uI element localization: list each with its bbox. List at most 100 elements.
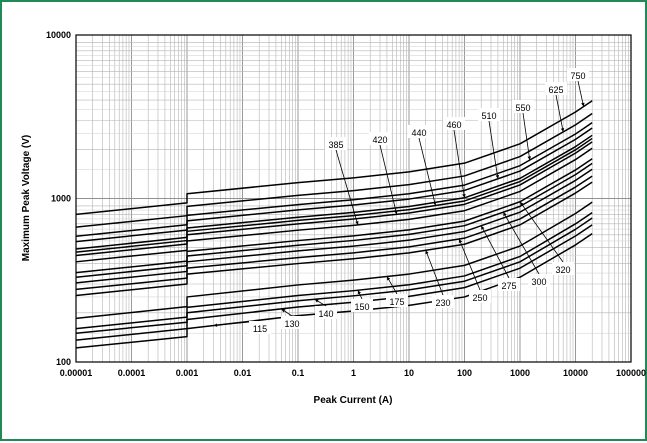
label-box-385	[325, 137, 347, 150]
arrow-head-115	[213, 323, 218, 327]
label-box-460	[443, 117, 465, 130]
x-tick-label: 100	[457, 368, 472, 378]
label-box-440	[408, 125, 430, 138]
leader-line-420	[379, 144, 398, 215]
series-label-385: 385	[328, 140, 343, 150]
arrow-head-150	[357, 290, 361, 295]
label-box-420	[369, 132, 391, 145]
series-label-510: 510	[481, 111, 496, 121]
series-label-625: 625	[548, 85, 563, 95]
y-ticks: 100 1000 10000	[46, 30, 71, 367]
series-label-420: 420	[372, 135, 387, 145]
arrow-head-275	[481, 225, 485, 230]
label-box-130	[281, 316, 303, 329]
x-tick-label: 1	[351, 368, 356, 378]
arrow-head-420	[394, 210, 398, 215]
series-label-230: 230	[435, 298, 450, 308]
series-line-275	[75, 168, 593, 284]
label-box-750	[567, 68, 589, 81]
x-tick-label: 10000	[563, 368, 588, 378]
plot-border	[75, 34, 632, 363]
series-label-115: 115	[253, 324, 267, 334]
label-box-320	[552, 262, 574, 275]
series-group	[75, 100, 593, 349]
label-box-550	[512, 100, 534, 113]
series-label-320: 320	[555, 265, 570, 275]
x-tick-label: 1000	[510, 368, 530, 378]
series-label-175: 175	[389, 297, 404, 307]
label-box-140	[315, 306, 337, 319]
x-axis-title: Peak Current (A)	[314, 395, 393, 406]
series-line-230	[75, 181, 593, 297]
y-tick-label: 1000	[51, 194, 71, 204]
y-tick-label: 100	[56, 357, 71, 367]
series-label-275: 275	[501, 281, 516, 291]
arrow-head-175	[386, 276, 391, 281]
leader-line-460	[453, 129, 465, 198]
x-tick-label: 10	[404, 368, 414, 378]
leader-line-510	[488, 120, 499, 179]
label-box-150	[351, 299, 373, 312]
leader-line-300	[502, 211, 540, 275]
arrow-head-550	[527, 156, 531, 161]
label-box-510	[478, 108, 500, 121]
series-line-320	[75, 158, 593, 274]
x-tick-label: 0.01	[234, 368, 252, 378]
leader-line-550	[522, 112, 531, 161]
series-line-250	[75, 175, 593, 291]
x-tick-label: 0.00001	[60, 368, 93, 378]
x-tick-label: 0.001	[176, 368, 199, 378]
label-box-175	[386, 294, 408, 307]
series-label-300: 300	[531, 277, 546, 287]
arrow-head-440	[432, 201, 437, 206]
arrow-head-130	[281, 308, 286, 313]
arrow-head-460	[462, 193, 466, 198]
arrow-head-140	[314, 299, 319, 303]
series-label-250: 250	[472, 293, 487, 303]
label-box-300	[528, 274, 550, 287]
y-tick-label: 10000	[46, 30, 71, 40]
leader-line-385	[335, 149, 359, 226]
series-line-115	[75, 232, 593, 349]
series-label-130: 130	[284, 319, 299, 329]
y-axis-title: Maximum Peak Voltage (V)	[21, 135, 32, 262]
arrow-head-250	[458, 239, 463, 244]
series-line-385	[75, 147, 593, 263]
label-box-250	[469, 290, 491, 303]
x-ticks: 0.00001 0.0001 0.001 0.01 0.1 1 10 100 1000 10000…	[60, 368, 646, 378]
arrow-head-320	[520, 201, 524, 206]
series-line-175	[75, 201, 593, 320]
series-label-440: 440	[411, 128, 426, 138]
series-label-750: 750	[570, 71, 585, 81]
label-box-115	[249, 321, 271, 334]
leader-line-320	[519, 201, 564, 263]
series-line-460	[75, 134, 593, 250]
annotations-group: 115 130 140 150 175 230 250 275 300 320 385 420 440 4…	[213, 68, 589, 334]
arrow-head-300	[503, 212, 507, 217]
series-label-460: 460	[446, 120, 461, 130]
series-line-550	[75, 122, 593, 237]
leader-line-440	[418, 137, 436, 206]
label-box-275	[498, 278, 520, 291]
series-line-625	[75, 112, 593, 228]
arrow-head-385	[355, 220, 359, 225]
label-box-230	[432, 295, 454, 308]
series-label-550: 550	[515, 103, 530, 113]
series-label-140: 140	[318, 309, 333, 319]
arrow-head-510	[495, 174, 500, 179]
x-tick-label: 100000	[616, 368, 646, 378]
series-label-150: 150	[354, 302, 369, 312]
leader-line-250	[458, 238, 481, 291]
arrow-head-625	[560, 128, 565, 132]
series-line-130	[75, 224, 593, 341]
x-tick-label: 0.0001	[118, 368, 146, 378]
label-box-625	[545, 82, 567, 95]
leader-line-750	[577, 80, 585, 107]
leader-line-625	[555, 94, 564, 132]
x-tick-label: 0.1	[292, 368, 305, 378]
leader-line-230	[425, 250, 444, 296]
arrow-head-750	[581, 102, 585, 107]
series-line-750	[75, 100, 593, 216]
